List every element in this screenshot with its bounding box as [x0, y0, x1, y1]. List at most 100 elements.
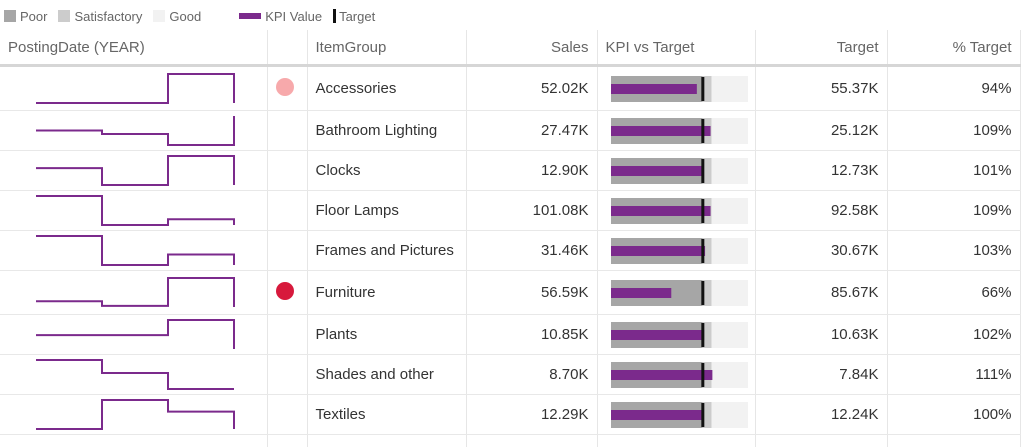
trend-cell	[0, 151, 267, 191]
header-status	[267, 30, 307, 66]
status-cell	[267, 395, 307, 435]
sales-cell: 31.46K	[466, 231, 597, 271]
target-cell: 10.63K	[755, 315, 887, 355]
kpi-value-bar	[611, 166, 703, 176]
sales-cell: 27.47K	[466, 111, 597, 151]
trend-sparkline	[0, 231, 267, 270]
target-marker	[701, 119, 704, 143]
item-group-cell[interactable]: Shades and other	[307, 355, 466, 395]
trend-sparkline	[0, 395, 267, 434]
kpi-cell	[597, 315, 755, 355]
trend-cell	[0, 111, 267, 151]
sales-cell: 56.59K	[466, 271, 597, 315]
legend-target: Target	[333, 9, 375, 24]
kpi-cell	[597, 191, 755, 231]
kpi-bullet-chart	[598, 355, 756, 394]
kpi-value-bar	[611, 370, 712, 380]
kpi-value-bar	[611, 330, 704, 340]
status-indicator	[268, 67, 308, 106]
sparkline-line	[36, 320, 234, 349]
sparkline-line	[36, 196, 234, 225]
target-cell: 25.12K	[755, 111, 887, 151]
empty-cell	[307, 435, 466, 447]
trend-cell	[0, 395, 267, 435]
pct-target-cell: 102%	[887, 315, 1020, 355]
trend-cell	[0, 191, 267, 231]
header-sales[interactable]: Sales	[466, 30, 597, 66]
item-group-cell[interactable]: Bathroom Lighting	[307, 111, 466, 151]
status-cell	[267, 355, 307, 395]
kpi-table: PostingDate (YEAR) ItemGroup Sales KPI v…	[0, 30, 1021, 447]
pct-target-cell: 100%	[887, 395, 1020, 435]
kpi-cell	[597, 151, 755, 191]
sparkline-line	[36, 116, 234, 145]
item-group-cell[interactable]: Floor Lamps	[307, 191, 466, 231]
table-row-partial	[0, 435, 1020, 447]
header-pct-target[interactable]: % Target	[887, 30, 1020, 66]
header-item-group[interactable]: ItemGroup	[307, 30, 466, 66]
kpi-bullet-chart	[598, 273, 756, 312]
item-group-cell[interactable]: Clocks	[307, 151, 466, 191]
kpi-value-bar	[611, 246, 705, 256]
legend-good-label: Good	[169, 9, 201, 24]
status-cell	[267, 271, 307, 315]
item-group-cell[interactable]: Plants	[307, 315, 466, 355]
target-cell: 85.67K	[755, 271, 887, 315]
status-dot-icon	[276, 282, 294, 300]
kpi-value-bar	[611, 126, 711, 136]
empty-cell	[267, 435, 307, 447]
sparkline-line	[36, 360, 234, 389]
item-group-cell[interactable]: Furniture	[307, 271, 466, 315]
pct-target-cell: 94%	[887, 66, 1020, 111]
legend-good: Good	[153, 9, 201, 24]
kpi-bullet-chart	[598, 191, 756, 230]
kpi-cell	[597, 111, 755, 151]
item-group-cell[interactable]: Accessories	[307, 66, 466, 111]
kpi-cell	[597, 395, 755, 435]
header-kpi-vs-target[interactable]: KPI vs Target	[597, 30, 755, 66]
kpi-value-bar	[611, 410, 702, 420]
pct-target-cell: 111%	[887, 355, 1020, 395]
status-cell	[267, 315, 307, 355]
trend-sparkline	[0, 315, 267, 354]
pct-target-cell: 109%	[887, 191, 1020, 231]
pct-target-cell: 103%	[887, 231, 1020, 271]
legend-target-swatch	[333, 9, 336, 23]
sparkline-line	[36, 400, 234, 429]
target-cell: 92.58K	[755, 191, 887, 231]
pct-target-cell: 66%	[887, 271, 1020, 315]
kpi-bullet-chart	[598, 315, 756, 354]
trend-cell	[0, 315, 267, 355]
legend-target-label: Target	[339, 9, 375, 24]
empty-cell	[0, 435, 267, 447]
kpi-bullet-chart	[598, 111, 756, 150]
target-cell: 55.37K	[755, 66, 887, 111]
item-group-cell[interactable]: Frames and Pictures	[307, 231, 466, 271]
sparkline-line	[36, 156, 234, 185]
trend-cell	[0, 355, 267, 395]
status-cell	[267, 231, 307, 271]
target-cell: 12.24K	[755, 395, 887, 435]
target-cell: 30.67K	[755, 231, 887, 271]
sparkline-line	[36, 236, 234, 265]
kpi-cell	[597, 66, 755, 111]
trend-cell	[0, 66, 267, 111]
empty-cell	[755, 435, 887, 447]
header-target[interactable]: Target	[755, 30, 887, 66]
legend-poor: Poor	[4, 9, 47, 24]
kpi-value-bar	[611, 206, 711, 216]
header-posting-date[interactable]: PostingDate (YEAR)	[0, 30, 267, 66]
empty-cell	[597, 435, 755, 447]
item-group-cell[interactable]: Textiles	[307, 395, 466, 435]
kpi-cell	[597, 355, 755, 395]
status-cell	[267, 66, 307, 111]
